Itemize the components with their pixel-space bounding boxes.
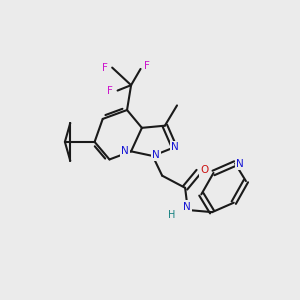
- Text: F: F: [103, 63, 108, 73]
- Text: F: F: [107, 85, 113, 96]
- Text: N: N: [152, 150, 160, 160]
- Text: N: N: [183, 202, 190, 212]
- Text: N: N: [236, 158, 244, 169]
- Text: F: F: [144, 61, 150, 71]
- Text: N: N: [121, 146, 129, 156]
- Text: N: N: [171, 142, 179, 152]
- Text: H: H: [168, 210, 175, 220]
- Text: O: O: [200, 165, 209, 175]
